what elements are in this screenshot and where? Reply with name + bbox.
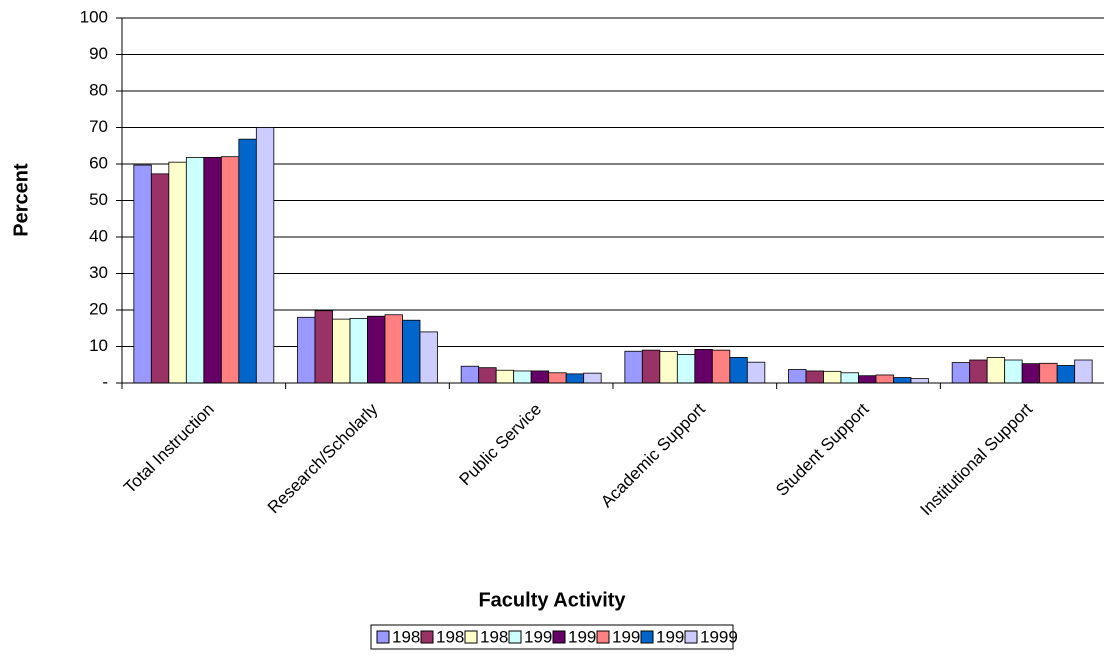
y-tick-label: - xyxy=(102,372,108,391)
legend-label: 1999 xyxy=(700,627,738,646)
bar xyxy=(150,173,170,384)
bar xyxy=(402,319,421,384)
bar xyxy=(910,378,929,384)
bar xyxy=(1021,363,1041,384)
legend-swatch xyxy=(552,630,566,644)
bar xyxy=(255,127,275,384)
bar xyxy=(875,374,894,384)
bar xyxy=(805,370,824,384)
bar xyxy=(676,354,696,384)
y-axis-title: Percent xyxy=(10,163,32,237)
bar xyxy=(513,370,532,384)
bar xyxy=(729,357,748,384)
bar xyxy=(694,349,713,384)
bar xyxy=(711,349,731,384)
y-tick-label: 80 xyxy=(89,80,108,99)
legend-swatch xyxy=(376,630,390,644)
bar xyxy=(133,164,152,384)
bar xyxy=(969,359,988,384)
bar xyxy=(746,361,766,384)
legend-swatch xyxy=(684,630,698,644)
y-tick-label: 50 xyxy=(89,190,108,209)
bar xyxy=(840,372,859,384)
bar xyxy=(478,367,497,384)
y-tick-label: 10 xyxy=(89,336,108,355)
x-tick-label: Student Support xyxy=(772,399,873,500)
x-tick-label: Public Service xyxy=(456,400,546,490)
bar xyxy=(986,357,1006,384)
y-tick-label: 30 xyxy=(89,263,108,282)
bar xyxy=(893,377,912,384)
y-tick-label: 100 xyxy=(80,7,108,26)
bar xyxy=(659,351,678,384)
bar xyxy=(1056,365,1076,384)
bar xyxy=(349,317,368,384)
bar xyxy=(641,349,661,384)
bar xyxy=(788,369,807,384)
bar xyxy=(185,157,205,384)
legend-label: 1985 xyxy=(392,627,430,646)
y-tick-label: 70 xyxy=(89,117,108,136)
bar xyxy=(384,314,403,384)
legend-swatch xyxy=(464,630,478,644)
bar xyxy=(1004,359,1023,384)
bar xyxy=(1039,362,1058,384)
bar xyxy=(1074,359,1093,384)
bar xyxy=(238,138,257,384)
legend-swatch xyxy=(508,630,522,644)
x-tick-label: Institutional Support xyxy=(916,399,1036,519)
legend-swatch xyxy=(420,630,434,644)
bar xyxy=(367,315,386,384)
bar xyxy=(530,370,550,384)
x-tick-label: Total Instruction xyxy=(120,400,218,498)
legend-swatch xyxy=(596,630,610,644)
y-tick-label: 60 xyxy=(89,153,108,172)
legend-label: 1991 xyxy=(524,627,562,646)
legend-label: 1997 xyxy=(656,627,694,646)
bar xyxy=(460,365,480,384)
y-tick-label: 40 xyxy=(89,226,108,245)
bar xyxy=(220,156,240,384)
bar xyxy=(583,372,602,384)
y-tick-label: 20 xyxy=(89,299,108,318)
bar xyxy=(495,369,515,384)
bar xyxy=(332,318,351,384)
legend-label: 1987 xyxy=(436,627,474,646)
legend-label: 1995 xyxy=(612,627,650,646)
x-tick-label: Academic Support xyxy=(597,399,709,511)
bar xyxy=(419,331,438,384)
bar xyxy=(168,161,187,384)
y-tick-label: 90 xyxy=(89,44,108,63)
legend-swatch xyxy=(640,630,654,644)
bar xyxy=(548,372,567,384)
x-tick-label: Research/Scholarly xyxy=(264,399,382,517)
bar xyxy=(314,310,333,384)
bar xyxy=(858,375,877,384)
bar xyxy=(203,157,222,384)
bar xyxy=(624,350,643,384)
bar xyxy=(823,370,842,384)
bar xyxy=(565,373,585,384)
bar xyxy=(951,362,971,384)
bar xyxy=(297,316,316,384)
legend-label: 1988 xyxy=(480,627,518,646)
legend-label: 1993 xyxy=(568,627,606,646)
x-axis-title: Faculty Activity xyxy=(478,589,626,611)
